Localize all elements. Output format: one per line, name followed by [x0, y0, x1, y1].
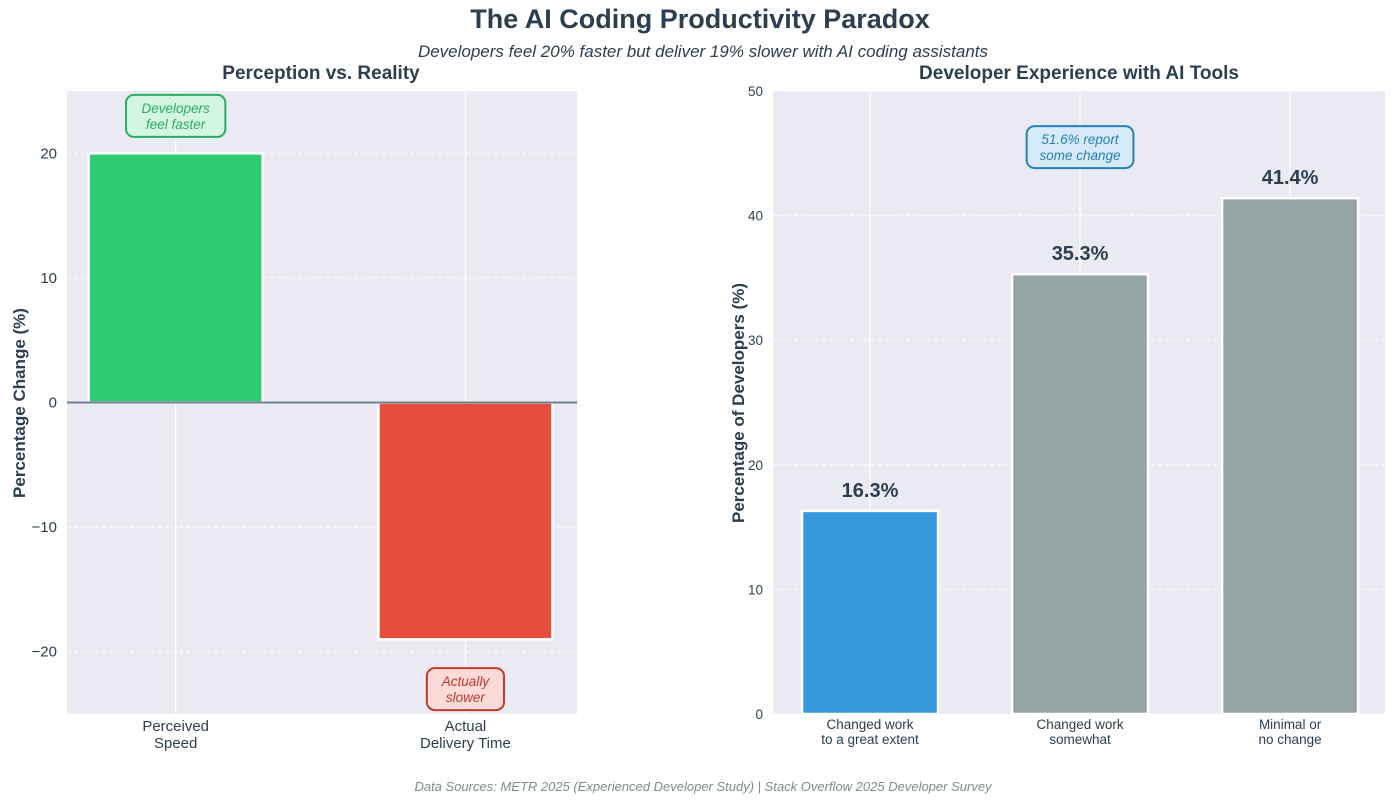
y-tick-label: −10 — [32, 519, 57, 536]
bar — [87, 152, 264, 404]
x-tick-label: Perceived Speed — [142, 718, 209, 752]
y-tick-label: 10 — [748, 582, 763, 597]
y-tick-label: 10 — [40, 270, 57, 287]
data-label: 35.3% — [1052, 243, 1109, 265]
left-plot: −20 −10 0 10 20 Perceived Speed Actual Delivery … — [32, 91, 577, 752]
annotation-text: 51.6% report some change — [1040, 132, 1121, 163]
bar — [800, 509, 940, 716]
y-tick-label: 50 — [748, 84, 763, 99]
chart-perception-vs-reality: −20 −10 0 10 20 Perceived Speed Actual Delivery … — [10, 63, 577, 752]
data-label: 41.4% — [1262, 167, 1319, 189]
bar — [1010, 272, 1150, 716]
figure-subtitle: Developers feel 20% faster but deliver 1… — [418, 42, 989, 61]
left-y-axis-label: Percentage Change (%) — [10, 308, 29, 498]
bar — [1220, 196, 1360, 716]
y-tick-label: 20 — [748, 458, 763, 473]
data-label: 16.3% — [842, 480, 899, 502]
x-tick-label: Actual Delivery Time — [420, 718, 511, 752]
y-tick-label: −20 — [32, 644, 57, 661]
y-tick-label: 0 — [49, 395, 57, 412]
right-plot: 0 10 20 30 40 50 Changed work to a great extent… — [748, 84, 1385, 747]
y-tick-label: 0 — [755, 707, 763, 722]
bar — [377, 401, 554, 641]
x-tick-label: Changed work somewhat — [1037, 717, 1124, 747]
y-tick-label: 30 — [748, 333, 763, 348]
y-tick-label: 40 — [748, 209, 763, 224]
x-tick-label: Minimal or no change — [1259, 717, 1322, 747]
chart-developer-experience: 0 10 20 30 40 50 Changed work to a great extent… — [729, 63, 1385, 747]
y-tick-label: 20 — [40, 145, 57, 162]
right-y-axis-label: Percentage of Developers (%) — [729, 283, 748, 523]
annotation-box — [1025, 125, 1135, 170]
annotation-box — [425, 667, 506, 712]
right-chart-title: Developer Experience with AI Tools — [919, 63, 1239, 84]
annotation-text: Actually slower — [441, 674, 491, 705]
figure-title: The AI Coding Productivity Paradox — [470, 4, 930, 34]
footer-sources: Data Sources: METR 2025 (Experienced Dev… — [414, 779, 993, 794]
left-chart-title: Perception vs. Reality — [222, 63, 420, 84]
annotation-box — [124, 93, 227, 138]
annotation-text: Developers feel faster — [142, 101, 211, 132]
x-tick-label: Changed work to a great extent — [821, 717, 919, 747]
